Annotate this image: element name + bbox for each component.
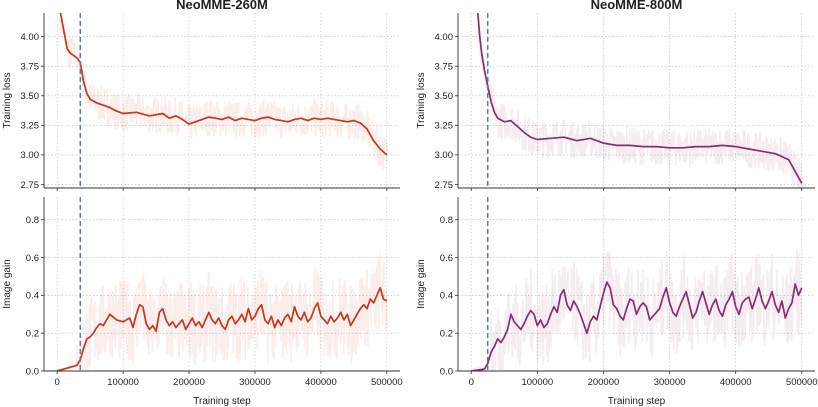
x-tick-label: 500000 (371, 377, 403, 388)
subplot-1: 2.75 3.00 3.25 3.50 3.75 4.00 Training loss Neo… (2, 0, 400, 191)
y-tick-label: 4.00 (435, 32, 454, 43)
y-tick-label: 3.75 (435, 62, 454, 73)
x-tick-label: 100000 (107, 377, 139, 388)
x-tick-label: 0 (469, 377, 474, 388)
smoothed-series-line (471, 281, 803, 371)
y-tick-label: 0.0 (440, 366, 453, 377)
y-tick-label: 3.75 (21, 62, 40, 73)
smoothed-series-line (476, 13, 803, 184)
y-tick-label: 0.4 (26, 291, 39, 302)
subplot-2: 2.75 3.00 3.25 3.50 3.75 4.00 Training loss Neo… (416, 0, 815, 191)
y-tick-label: 0.2 (440, 328, 453, 339)
y-tick-label: 3.25 (435, 121, 454, 132)
plot-area (470, 249, 803, 371)
subplot-3: 0.0 0.2 0.4 0.6 0.8 0 100000 200000 300000 400000… (2, 197, 403, 407)
x-tick-label: 0 (55, 377, 60, 388)
y-tick-label: 0.8 (440, 215, 453, 226)
y-tick-label: 0.6 (440, 253, 453, 264)
y-tick-label: 0.4 (440, 291, 453, 302)
raw-series-line (56, 252, 388, 371)
raw-series-line (470, 249, 803, 371)
x-tick-label: 400000 (720, 377, 752, 388)
y-axis-label: Training loss (2, 72, 13, 128)
y-tick-label: 0.2 (26, 328, 39, 339)
y-tick-label: 0.8 (26, 215, 39, 226)
subplot-4: 0.0 0.2 0.4 0.6 0.8 0 100000 200000 300000 400000… (416, 197, 818, 407)
y-tick-label: 3.00 (21, 150, 40, 161)
chart-title: NeoMME-800M (591, 0, 683, 12)
x-axis-label: Training step (193, 396, 251, 407)
x-tick-label: 200000 (588, 377, 620, 388)
x-tick-label: 300000 (239, 377, 271, 388)
plot-area (56, 252, 388, 371)
x-tick-label: 500000 (786, 377, 818, 388)
y-tick-label: 0.6 (26, 253, 39, 264)
x-tick-label: 400000 (305, 377, 337, 388)
x-axis-label: Training step (608, 396, 666, 407)
y-tick-label: 3.00 (435, 150, 454, 161)
y-tick-label: 3.50 (435, 91, 454, 102)
y-axis-label: Image gain (2, 259, 13, 308)
y-tick-label: 4.00 (21, 32, 40, 43)
y-tick-label: 2.75 (21, 180, 40, 191)
y-axis-label: Image gain (416, 259, 427, 308)
y-axis-label: Training loss (416, 72, 427, 128)
x-tick-label: 200000 (173, 377, 205, 388)
raw-series-line (477, 13, 803, 188)
plot-area (59, 13, 388, 171)
y-tick-label: 3.50 (21, 91, 40, 102)
y-tick-label: 3.25 (21, 121, 40, 132)
smoothed-series-line (56, 286, 388, 371)
chart-title: NeoMME-260M (176, 0, 268, 12)
plot-area (476, 13, 803, 188)
smoothed-series-line (59, 13, 388, 156)
y-tick-label: 0.0 (26, 366, 39, 377)
raw-series-line (59, 13, 388, 171)
y-tick-label: 2.75 (435, 180, 454, 191)
x-tick-label: 300000 (654, 377, 686, 388)
x-tick-label: 100000 (521, 377, 553, 388)
